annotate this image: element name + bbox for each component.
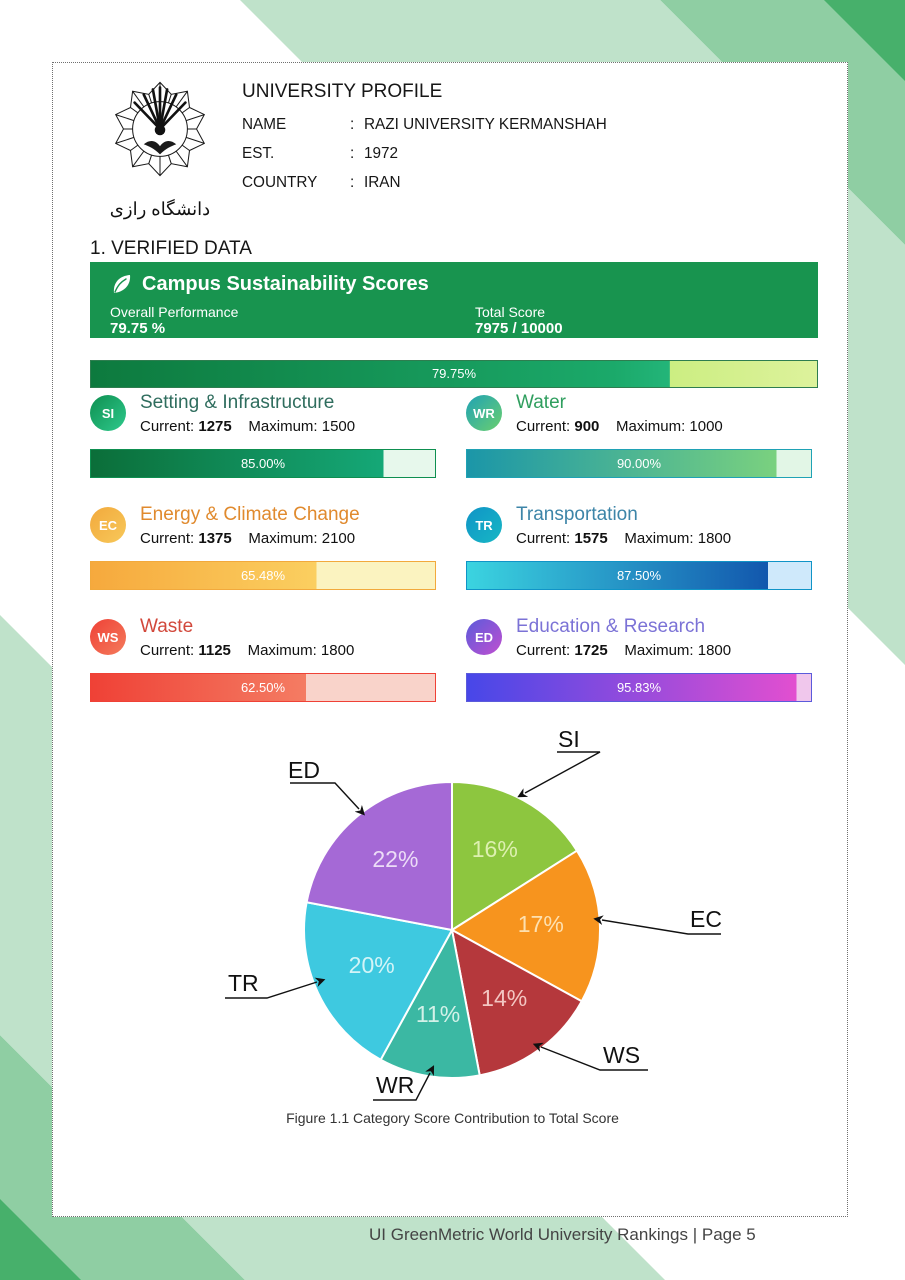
svg-text:16%: 16% xyxy=(472,836,518,862)
svg-text:11%: 11% xyxy=(416,1001,460,1027)
svg-text:20%: 20% xyxy=(349,952,395,978)
svg-text:22%: 22% xyxy=(372,846,418,872)
svg-text:14%: 14% xyxy=(481,985,527,1011)
svg-text:17%: 17% xyxy=(518,911,564,937)
